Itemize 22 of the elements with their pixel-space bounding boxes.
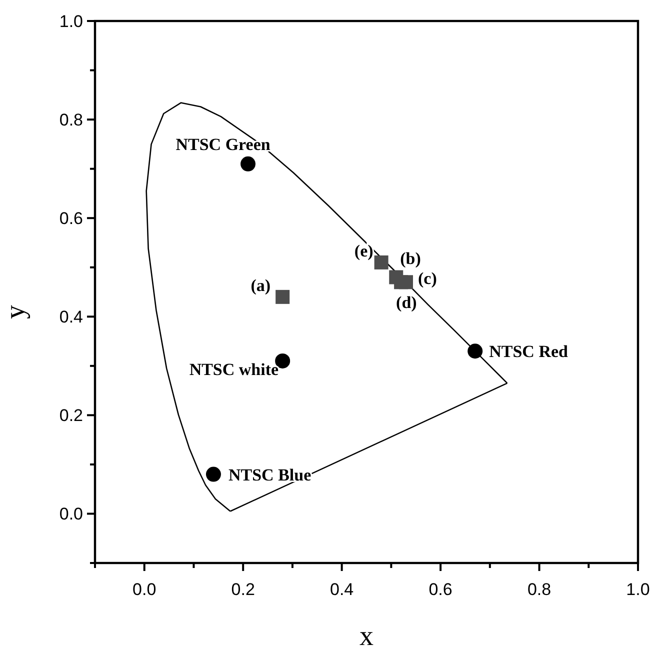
annotation: (e) <box>354 241 374 260</box>
y-tick-label: 0.0 <box>59 504 83 524</box>
x-axis-title: x <box>360 621 374 649</box>
annotation: NTSC Red <box>489 342 569 362</box>
x-tick-label: 0.8 <box>527 580 552 599</box>
y-tick-label: 0.8 <box>59 110 83 130</box>
annotation: (a) <box>250 276 271 295</box>
y-tick-label: 0.4 <box>59 308 83 327</box>
x-tick-label: 0.6 <box>428 580 452 599</box>
y-axis-title: y <box>0 305 31 319</box>
y-tick-label: 0.2 <box>59 406 83 426</box>
annotation: (b) <box>400 249 421 268</box>
x-tick-label: 0.0 <box>132 580 156 599</box>
annotation: NTSC Blue <box>228 465 312 484</box>
annotation: (d) <box>396 293 417 312</box>
annotation: (c) <box>418 269 437 288</box>
x-tick-label: 0.4 <box>330 580 354 599</box>
y-tick-label: 1.0 <box>59 12 83 31</box>
x-tick-label: 1.0 <box>626 580 650 599</box>
y-tick-label: 0.6 <box>59 209 83 228</box>
annotation: NTSC white <box>189 360 280 379</box>
x-tick-label: 0.2 <box>231 580 255 599</box>
